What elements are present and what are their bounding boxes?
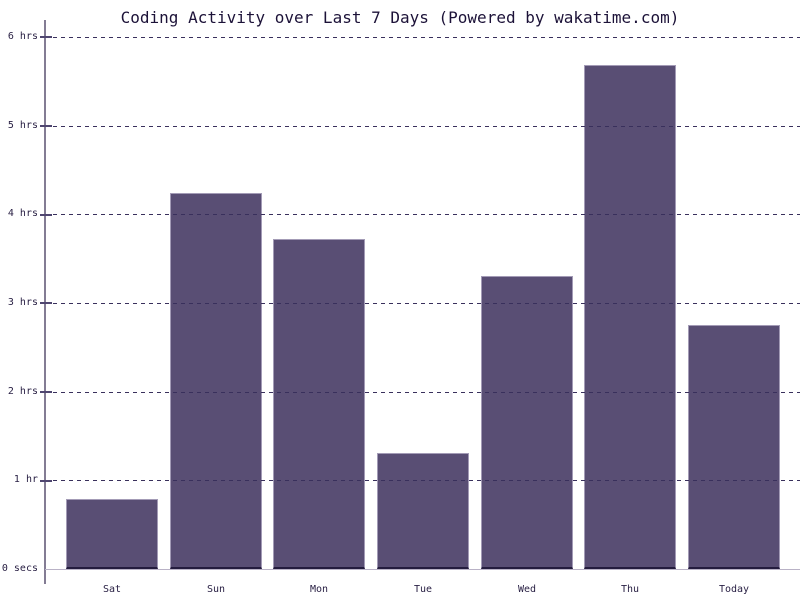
gridline-1hr — [45, 480, 800, 482]
y-tick-label-3: 3 hrs — [7, 296, 38, 308]
y-tick-mark-2hr — [40, 391, 52, 394]
bar-thu — [584, 65, 676, 569]
x-axis-baseline — [45, 569, 800, 570]
x-tick-label-sat: Sat — [102, 584, 122, 595]
y-tick-mark-1hr — [40, 479, 52, 482]
y-tick-mark-6hr — [40, 36, 52, 39]
y-tick-label-5: 5 hrs — [7, 119, 38, 131]
bar-sun — [170, 193, 262, 569]
y-tick-label-4: 4 hrs — [7, 208, 38, 220]
y-tick-label-6: 6 hrs — [7, 30, 38, 42]
gridline-5hr — [45, 125, 800, 127]
gridline-2hr — [45, 391, 800, 393]
y-tick-label-1: 1 hr — [13, 474, 38, 486]
bar-mon — [273, 239, 365, 569]
gridline-3hr — [45, 302, 800, 304]
x-tick-label-sun: Sun — [206, 584, 226, 595]
bar-wed — [481, 276, 573, 569]
bar-tue — [377, 453, 469, 569]
y-tick-label-0: 0 secs — [1, 563, 38, 574]
y-tick-mark-4hr — [40, 213, 52, 216]
x-tick-label-today: Today — [718, 584, 750, 595]
y-tick-mark-3hr — [40, 302, 52, 305]
x-tick-label-tue: Tue — [413, 584, 433, 595]
y-axis-line — [44, 20, 46, 584]
bar-sat — [66, 499, 158, 569]
gridline-6hr — [45, 36, 800, 38]
x-tick-label-mon: Mon — [309, 584, 329, 595]
y-tick-mark-5hr — [40, 125, 52, 128]
bar-today — [688, 325, 780, 569]
gridline-4hr — [45, 214, 800, 216]
y-tick-label-2: 2 hrs — [7, 385, 38, 397]
chart-title: Coding Activity over Last 7 Days (Powere… — [120, 8, 680, 27]
x-tick-label-thu: Thu — [620, 584, 640, 595]
x-tick-label-wed: Wed — [517, 584, 537, 595]
